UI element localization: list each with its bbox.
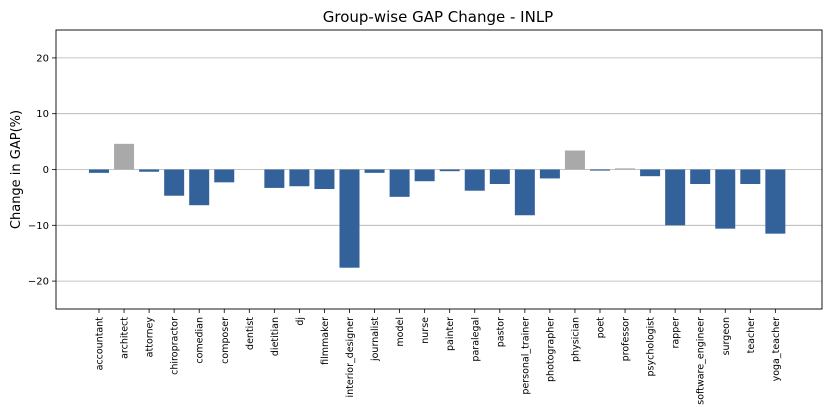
x-tick-label: poet	[596, 317, 607, 339]
bar-surgeon	[715, 169, 736, 229]
x-tick-label: nurse	[420, 317, 431, 344]
bar-comedian	[189, 169, 210, 206]
y-axis-ticks: −20 −10 0 10 20	[28, 53, 56, 288]
bar-poet	[590, 169, 610, 171]
bar-model	[389, 169, 410, 197]
x-tick-label: personal_trainer	[520, 317, 531, 395]
bar-dietitian	[264, 169, 285, 188]
x-tick-label: composer	[220, 317, 231, 364]
x-tick-label: psychologist	[646, 317, 657, 377]
x-tick-label: filmmaker	[320, 317, 331, 365]
x-tick-label: pastor	[495, 317, 506, 347]
bar-physician	[564, 150, 585, 170]
x-axis-ticks: accountant architect attorney chiropractor c…	[95, 309, 782, 405]
chart-title: Group-wise GAP Change - INLP	[323, 8, 553, 26]
x-tick-label: architect	[120, 317, 131, 359]
x-tick-label: dentist	[245, 317, 256, 350]
bar-pastor	[489, 169, 510, 185]
x-tick-label: interior_designer	[345, 317, 356, 398]
x-tick-label: surgeon	[721, 317, 732, 355]
bar-psychologist	[640, 169, 661, 177]
bar-yoga_teacher	[765, 169, 786, 234]
y-tick-label: −10	[28, 221, 49, 232]
bar-paralegal	[464, 169, 485, 191]
x-tick-label: dietitian	[270, 317, 281, 356]
bar-composer	[214, 169, 235, 183]
bars	[89, 143, 786, 268]
x-tick-label: model	[395, 317, 406, 347]
bar-filmmaker	[314, 169, 335, 190]
x-tick-label: photographer	[545, 317, 556, 382]
x-tick-label: painter	[445, 317, 456, 351]
y-tick-label: −20	[28, 277, 49, 288]
bar-interior_designer	[339, 169, 360, 268]
bar-journalist	[364, 169, 385, 173]
bar-architect	[114, 143, 135, 170]
bar-chiropractor	[164, 169, 185, 196]
bar-dj	[289, 169, 310, 187]
bar-teacher	[740, 169, 761, 185]
x-tick-label: chiropractor	[170, 317, 181, 375]
y-tick-label: 20	[36, 53, 49, 64]
y-axis-label: Change in GAP(%)	[9, 110, 24, 229]
x-tick-label: attorney	[145, 317, 156, 358]
x-tick-label: dj	[295, 317, 306, 326]
x-tick-label: yoga_teacher	[771, 317, 782, 382]
bar-rapper	[665, 169, 686, 226]
x-tick-label: journalist	[370, 317, 381, 362]
x-tick-label: accountant	[95, 317, 106, 371]
x-tick-label: software_engineer	[696, 317, 707, 405]
bar-nurse	[414, 169, 435, 182]
bar-software_engineer	[690, 169, 711, 185]
x-tick-label: professor	[621, 317, 632, 361]
x-tick-label: comedian	[195, 317, 206, 364]
bar-professor	[615, 168, 636, 170]
x-tick-label: rapper	[671, 317, 682, 349]
x-tick-label: paralegal	[470, 317, 481, 362]
bar-personal_trainer	[514, 169, 535, 216]
bar-painter	[439, 169, 460, 172]
bar-attorney	[139, 169, 160, 172]
y-tick-label: 10	[36, 109, 49, 120]
x-tick-label: teacher	[746, 317, 757, 353]
y-tick-label: 0	[43, 165, 49, 176]
bar-photographer	[539, 169, 560, 179]
x-tick-label: physician	[570, 317, 581, 362]
bar-accountant	[89, 169, 109, 173]
